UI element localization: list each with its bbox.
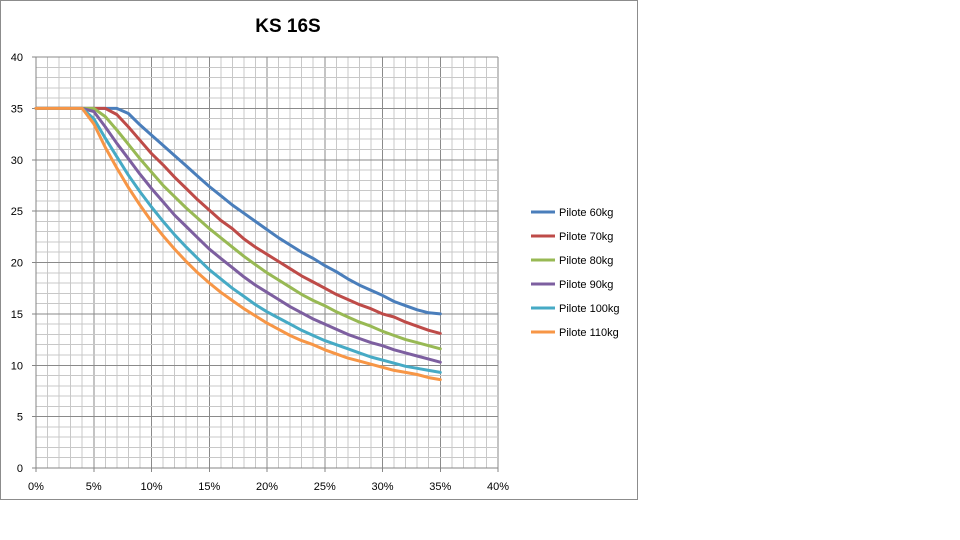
legend-label: Pilote 70kg bbox=[559, 231, 613, 243]
legend-label: Pilote 60kg bbox=[559, 207, 613, 219]
chart-title: KS 16S bbox=[255, 16, 320, 37]
x-tick-label: 10% bbox=[140, 481, 162, 493]
legend: Pilote 60kg Pilote 70kg Pilote 80kg Pilote … bbox=[531, 207, 620, 339]
x-tick-label: 20% bbox=[256, 481, 278, 493]
y-tick-label: 30 bbox=[11, 155, 23, 167]
series-line-4 bbox=[34, 106, 442, 364]
legend-label: Pilote 80kg bbox=[559, 255, 613, 267]
series-lines bbox=[34, 106, 442, 382]
axes: 0% 5% 10% 15% 20% 25% 30% 35% 40% 0 5 10 15 20 25 30 35 4… bbox=[11, 52, 509, 493]
series-line-1 bbox=[34, 106, 442, 316]
series-line-2 bbox=[34, 106, 442, 335]
y-tick-label: 40 bbox=[11, 52, 23, 64]
series-line-6 bbox=[34, 106, 442, 382]
x-tick-label: 5% bbox=[86, 481, 102, 493]
x-tick-label: 35% bbox=[429, 481, 451, 493]
y-tick-label: 35 bbox=[11, 103, 23, 115]
line-chart: KS 16S 0% 5% 10% 15% 20% 25% 30% 35% 40% 0 5 10 15 20… bbox=[11, 16, 620, 493]
y-tick-label: 5 bbox=[17, 412, 23, 424]
legend-label: Pilote 90kg bbox=[559, 279, 613, 291]
chart-area: KS 16S 0% 5% 10% 15% 20% 25% 30% 35% 40% 0 5 10 15 20… bbox=[0, 0, 638, 500]
x-tick-label: 15% bbox=[198, 481, 220, 493]
legend-label: Pilote 100kg bbox=[559, 303, 620, 315]
series-line-3 bbox=[34, 106, 442, 351]
x-tick-label: 0% bbox=[28, 481, 44, 493]
y-tick-label: 15 bbox=[11, 309, 23, 321]
y-tick-label: 10 bbox=[11, 360, 23, 372]
x-tick-label: 25% bbox=[314, 481, 336, 493]
y-tick-label: 0 bbox=[17, 463, 23, 475]
x-tick-label: 30% bbox=[371, 481, 393, 493]
series-line-5 bbox=[34, 106, 442, 374]
x-tick-label: 40% bbox=[487, 481, 509, 493]
y-tick-label: 20 bbox=[11, 258, 23, 270]
legend-label: Pilote 110kg bbox=[559, 327, 619, 339]
y-tick-label: 25 bbox=[11, 206, 23, 218]
